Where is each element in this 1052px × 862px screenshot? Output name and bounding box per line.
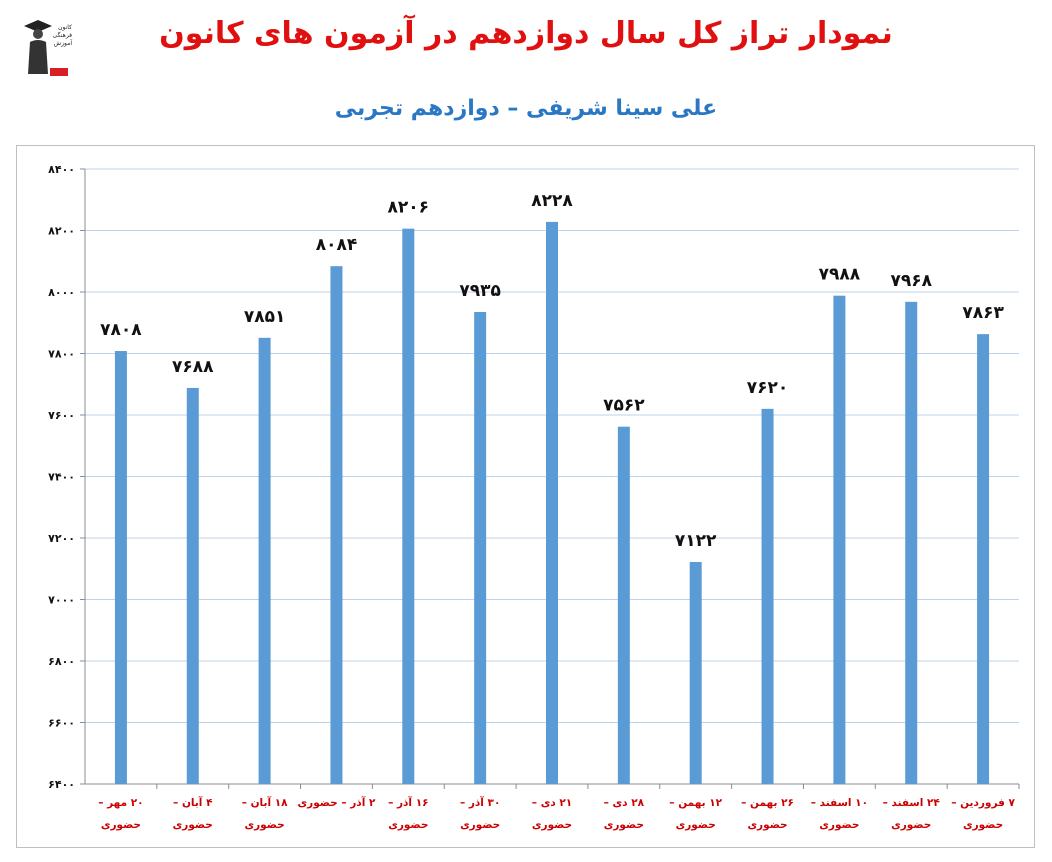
y-tick-label: ۷۶۰۰: [48, 409, 75, 422]
page-title: نمودار تراز کل سال دوازدهم در آزمون های …: [159, 16, 893, 51]
chart-area: ۶۴۰۰ ۶۶۰۰ ۶۸۰۰ ۷۰۰۰ ۷۲۰۰ ۷۴۰۰ ۷۶۰۰ ۷۸۰۰ ۸۰۰۰ ۸۲۰۰…: [16, 145, 1035, 848]
x-category-label: ۲۸ دی –: [604, 797, 645, 809]
y-tick-label: ۸۲۰۰: [48, 225, 75, 238]
x-category-label: حضوری: [747, 819, 787, 831]
logo-line: آموزش: [53, 40, 72, 47]
bar-value-label: ۷۸۰۸: [100, 320, 142, 340]
bar: [546, 221, 558, 784]
bar: [186, 387, 199, 784]
bar-value-label: ۷۶۲۰: [747, 378, 789, 398]
bar-value-label: ۷۸۶۳: [962, 303, 1004, 323]
x-category-label: ۳۰ آذر –: [460, 796, 500, 809]
x-category-label: حضوری: [388, 819, 428, 831]
bar: [689, 561, 702, 784]
y-tick-label: ۷۲۰۰: [48, 532, 75, 545]
y-tick-label: ۶۶۰۰: [48, 717, 75, 730]
x-category-label: حضوری: [963, 819, 1003, 831]
bar: [977, 334, 990, 784]
logo-line: فرهنگی: [52, 32, 72, 39]
bar: [761, 408, 774, 784]
bar: [114, 351, 127, 784]
x-category-label: حضوری: [819, 819, 859, 831]
y-tick-label: ۶۸۰۰: [48, 655, 75, 668]
x-category-label: ۲۶ بهمن –: [741, 797, 794, 809]
y-tick-label: ۸۴۰۰: [48, 163, 75, 176]
x-category-label: حضوری: [245, 819, 285, 831]
bar-value-label: ۷۸۵۱: [244, 307, 286, 327]
x-category-label: ۲۴ اسفند –: [883, 797, 941, 809]
x-category-label: ۲۱ دی –: [532, 797, 572, 809]
x-category-label: حضوری: [604, 819, 644, 831]
logo-line: کانون: [58, 24, 72, 31]
x-category-label: ۷ فروردین –: [951, 797, 1015, 809]
bar-value-label: ۷۹۸۸: [819, 265, 861, 285]
bar-value-label: ۸۲۲۸: [531, 191, 573, 211]
x-category-label: ۲۰ مهر –: [98, 797, 143, 809]
bar-value-label: ۷۵۶۲: [603, 396, 645, 416]
y-tick-label: ۸۰۰۰: [48, 286, 75, 299]
bar: [330, 266, 343, 784]
bar: [402, 228, 415, 784]
bar: [905, 301, 918, 784]
x-category-label: ۱۸ آبان –: [242, 796, 288, 809]
logo-line: قلم‌چی: [54, 48, 72, 55]
kanoon-logo: کانون فرهنگی آموزش قلم‌چی: [20, 14, 72, 80]
bar-chart: ۶۴۰۰ ۶۶۰۰ ۶۸۰۰ ۷۰۰۰ ۷۲۰۰ ۷۴۰۰ ۷۶۰۰ ۷۸۰۰ ۸۰۰۰ ۸۲۰۰…: [48, 163, 1020, 831]
bar-value-label: ۷۱۲۲: [675, 531, 717, 551]
bar-value-label: ۸۰۸۴: [316, 235, 358, 255]
bar: [474, 311, 487, 784]
y-tick-label: ۷۴۰۰: [48, 471, 75, 484]
bar: [617, 426, 630, 784]
y-tick-label: ۶۴۰۰: [48, 778, 75, 791]
x-category-label: حضوری: [101, 819, 141, 831]
page-subtitle: علی سینا شریفی – دوازدهم تجربی: [334, 96, 718, 121]
y-tick-label: ۷۰۰۰: [48, 594, 75, 607]
x-category-label: حضوری: [173, 819, 213, 831]
graduate-logo-icon: [22, 14, 70, 80]
bar-value-label: ۷۹۳۵: [459, 281, 501, 301]
bar-value-label: ۷۹۶۸: [890, 271, 932, 291]
bar: [833, 295, 846, 784]
x-category-label: ۱۲ بهمن –: [669, 797, 722, 809]
x-category-label: ۱۰ اسفند –: [811, 797, 868, 809]
y-tick-label: ۷۸۰۰: [48, 348, 75, 361]
bar-value-label: ۷۶۸۸: [172, 357, 214, 377]
x-category-label: حضوری: [532, 819, 572, 831]
bar: [258, 337, 271, 784]
x-category-label: حضوری: [676, 819, 716, 831]
x-category-label: ۱۶ آذر –: [388, 796, 428, 809]
x-category-label: حضوری: [460, 819, 500, 831]
x-category-label: ۴ آبان –: [173, 796, 213, 809]
bar-value-label: ۸۲۰۶: [388, 198, 430, 218]
x-category-label: ۲ آذر – حضوری: [298, 796, 376, 809]
x-category-label: حضوری: [891, 819, 931, 831]
